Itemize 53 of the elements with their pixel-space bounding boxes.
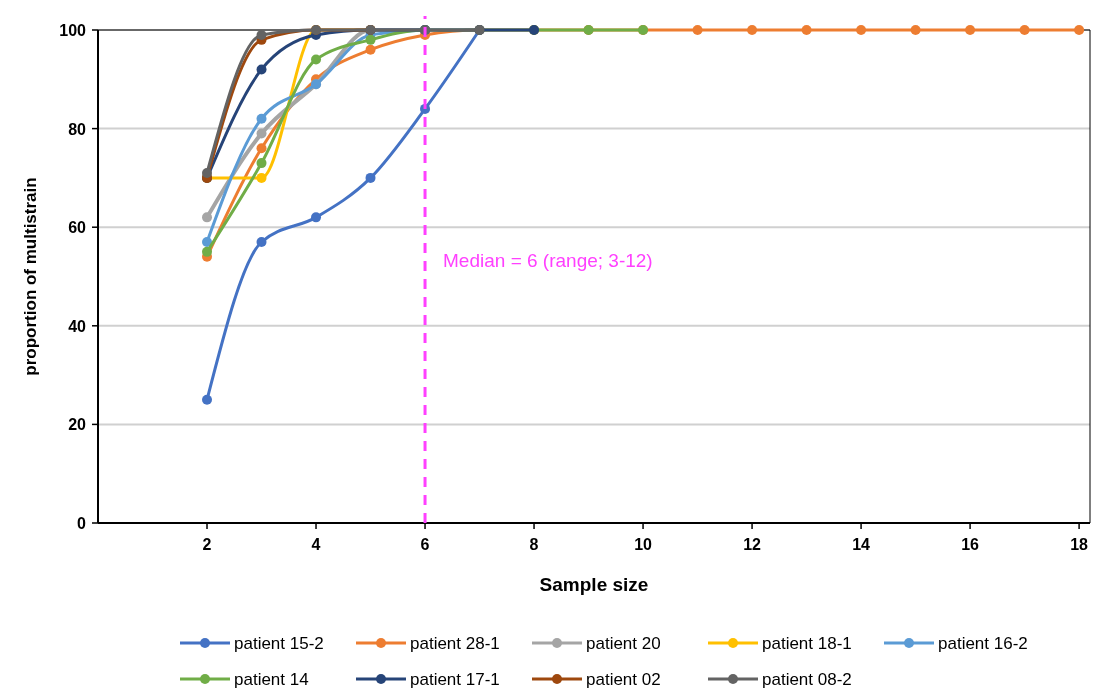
point xyxy=(256,64,267,75)
point xyxy=(365,34,376,45)
point xyxy=(910,25,921,35)
y-tick-label: 60 xyxy=(68,219,87,237)
point xyxy=(202,394,213,405)
legend-label: patient 15-2 xyxy=(234,634,324,653)
legend-label: patient 18-1 xyxy=(762,634,852,653)
point xyxy=(856,25,867,35)
legend-label: patient 14 xyxy=(234,670,309,689)
y-tick-label: 20 xyxy=(68,416,87,434)
point xyxy=(256,113,267,124)
x-tick-label: 16 xyxy=(961,536,980,553)
legend-label: patient 28-1 xyxy=(410,634,500,653)
point xyxy=(202,236,213,247)
point xyxy=(1019,25,1030,35)
point xyxy=(256,128,267,139)
x-tick-label: 6 xyxy=(420,536,430,553)
x-tick-label: 12 xyxy=(743,536,762,553)
legend-label: patient 20 xyxy=(586,634,661,653)
point xyxy=(365,172,376,183)
y-tick-label: 0 xyxy=(77,515,87,532)
point xyxy=(256,143,267,154)
ref-line-label: Median = 6 (range; 3-12) xyxy=(443,249,653,271)
y-tick-label: 40 xyxy=(68,317,87,335)
point xyxy=(1074,25,1085,35)
y-tick-label: 80 xyxy=(68,120,87,138)
point xyxy=(256,236,267,247)
point xyxy=(256,158,267,169)
point xyxy=(202,212,213,223)
point xyxy=(256,29,267,40)
point xyxy=(365,44,376,55)
x-tick-label: 8 xyxy=(529,536,539,553)
point xyxy=(256,172,267,183)
point xyxy=(692,25,703,35)
x-tick-label: 10 xyxy=(634,536,653,553)
point xyxy=(747,25,758,35)
legend-label: patient 02 xyxy=(586,670,661,689)
legend-label: patient 16-2 xyxy=(938,634,1028,653)
x-tick-label: 4 xyxy=(311,536,321,553)
point xyxy=(311,212,322,223)
point xyxy=(801,25,812,35)
point xyxy=(965,25,976,35)
point xyxy=(311,54,322,65)
x-tick-label: 14 xyxy=(852,536,871,553)
point xyxy=(202,246,213,257)
legend-label: patient 17-1 xyxy=(410,670,500,689)
y-axis-title: proportion of multistrain xyxy=(21,177,40,376)
x-tick-label: 18 xyxy=(1070,536,1089,553)
x-tick-label: 2 xyxy=(202,536,212,553)
point xyxy=(202,167,213,178)
legend-label: patient 08-2 xyxy=(762,670,852,689)
x-axis-title: Sample size xyxy=(539,574,649,595)
y-tick-label: 100 xyxy=(59,22,87,39)
